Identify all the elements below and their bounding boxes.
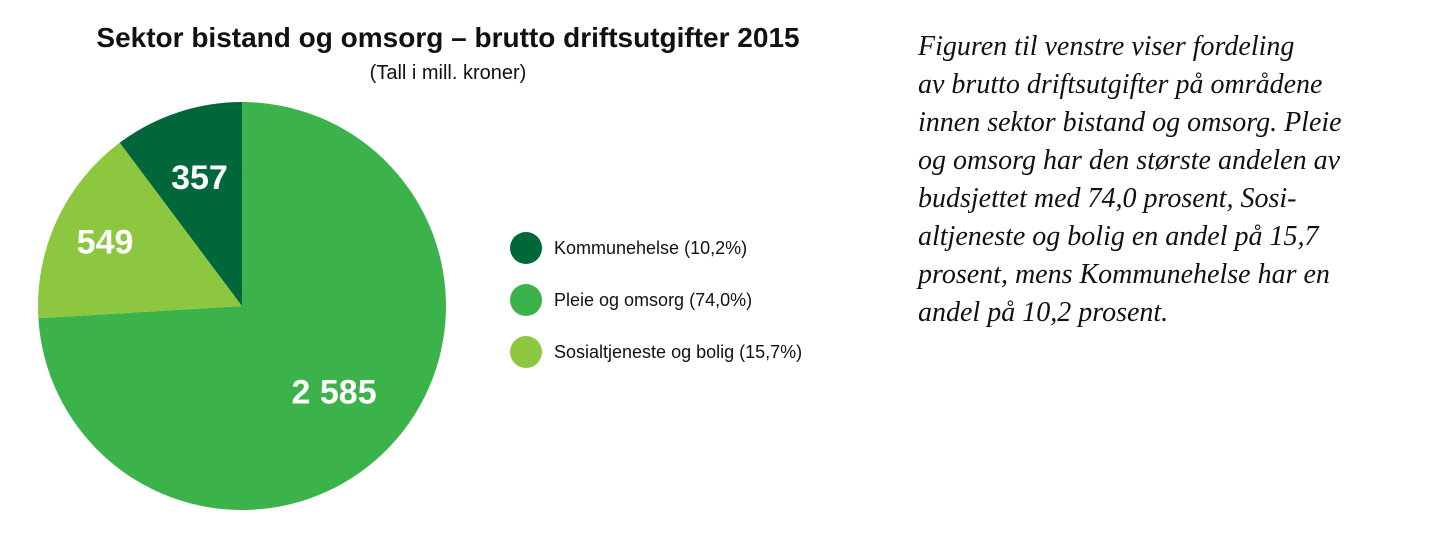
legend-label-sosialtjeneste-og-bolig: Sosialtjeneste og bolig (15,7%) xyxy=(554,341,803,362)
description-line: altjeneste og bolig en andel på 15,7 xyxy=(918,221,1319,252)
value-label-pleie-og-omsorg: 2 585 xyxy=(292,374,377,412)
chart-subtitle: (Tall i mill. kroner) xyxy=(369,62,527,84)
legend-item-pleie-og-omsorg: Pleie og omsorg (74,0%) xyxy=(510,284,802,316)
legend-swatch-sosialtjeneste-og-bolig xyxy=(510,336,542,368)
value-label-sosialtjeneste-og-bolig: 549 xyxy=(77,223,134,261)
pie-slices xyxy=(37,102,447,510)
description-line: av brutto driftsutgifter på områdene xyxy=(918,69,1323,100)
legend-item-kommunehelse: Kommunehelse (10,2%) xyxy=(510,232,802,264)
chart-title: Sektor bistand og omsorg – brutto drifts… xyxy=(96,22,800,53)
pie-chart: 2 585 549 357 xyxy=(37,102,447,510)
description-line: budsjettet med 74,0 prosent, Sosi- xyxy=(918,183,1297,214)
legend-swatch-kommunehelse xyxy=(510,232,542,264)
legend-item-sosialtjeneste-og-bolig: Sosialtjeneste og bolig (15,7%) xyxy=(510,336,802,368)
description-line: innen sektor bistand og omsorg. Pleie xyxy=(918,107,1342,138)
description-line: Figuren til venstre viser fordeling xyxy=(918,31,1295,62)
description-line: andel på 10,2 prosent. xyxy=(918,297,1169,328)
description-line: prosent, mens Kommunehelse har en xyxy=(918,259,1330,290)
legend-label-kommunehelse: Kommunehelse (10,2%) xyxy=(554,237,748,258)
pie-value-labels: 2 585 549 357 xyxy=(77,159,377,411)
legend-label-pleie-og-omsorg: Pleie og omsorg (74,0%) xyxy=(554,289,753,310)
pie-slice-sosialtjeneste-og-bolig xyxy=(37,142,242,319)
pie-slice-kommunehelse xyxy=(119,102,242,306)
chart-legend: Kommunehelse (10,2%) Pleie og omsorg (74… xyxy=(510,232,802,388)
description-text: Figuren til venstre viser fordeling av b… xyxy=(918,28,1418,332)
value-label-kommunehelse: 357 xyxy=(171,159,228,197)
pie-slice-pleie-og-omsorg xyxy=(38,102,447,510)
description-line: og omsorg har den største andelen av xyxy=(918,145,1341,176)
legend-swatch-pleie-og-omsorg xyxy=(510,284,542,316)
